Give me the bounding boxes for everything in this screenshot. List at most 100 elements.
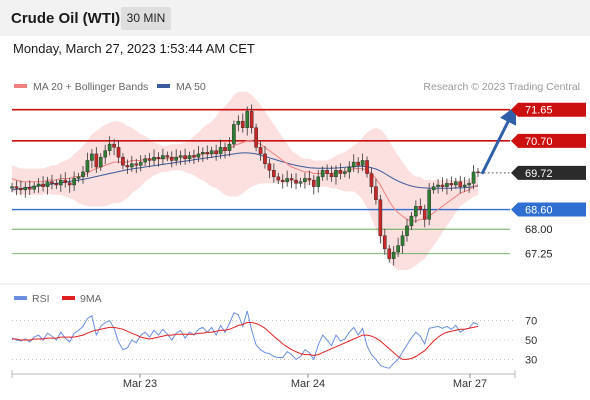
candle-body: [90, 153, 94, 161]
level-label-71-65: 71.65: [525, 105, 553, 117]
legend-swatch-ma20: [14, 84, 27, 88]
candle-body: [289, 178, 294, 181]
candle-body: [76, 176, 81, 179]
candle-body: [267, 163, 272, 171]
legend-label-ma50: MA 50: [176, 81, 206, 93]
projection-arrow: [480, 105, 517, 175]
timeframe-badge[interactable]: 30 MIN: [121, 7, 171, 30]
candle-body: [223, 147, 227, 151]
candle-body: [400, 235, 405, 246]
candle-body: [130, 163, 134, 168]
candle-body: [63, 179, 68, 183]
candle-body: [196, 153, 201, 158]
candle-body: [405, 225, 409, 236]
candle-body: [165, 155, 170, 158]
level-label-68-60-tag: [511, 202, 586, 217]
ma20-line: [11, 140, 479, 222]
candle-body: [192, 155, 196, 158]
candle-body: [334, 170, 338, 178]
candle-body: [232, 124, 236, 145]
candle-body: [183, 155, 187, 160]
candle-body: [14, 186, 19, 189]
candle-body: [209, 150, 214, 155]
candle-body: [116, 147, 121, 158]
candle-body: [285, 178, 289, 182]
candle-body: [356, 161, 360, 166]
level-label-69-72-tag: [511, 165, 586, 180]
candle-body: [254, 127, 258, 148]
x-tick-label-mar-23: Mar 23: [123, 378, 157, 390]
candle-body: [156, 156, 161, 160]
candle-body: [249, 111, 254, 128]
candle-body: [23, 187, 28, 191]
candle-body: [431, 186, 436, 191]
candle-body: [45, 181, 50, 187]
candle-body: [10, 186, 14, 189]
ma50-line: [11, 152, 479, 191]
level-label-70-70: 70.70: [525, 136, 553, 148]
candle-body: [471, 171, 476, 184]
candle-body: [36, 183, 41, 187]
candle-body: [67, 182, 72, 186]
candle-body: [27, 187, 32, 190]
legend-swatch-ma50: [157, 84, 170, 88]
candle-body: [169, 156, 174, 161]
candle-body: [303, 178, 307, 182]
candle-body: [360, 160, 365, 166]
instrument-title: Crude Oil (WTI): [11, 10, 121, 27]
level-label-69-72: 69.72: [525, 168, 553, 180]
x-tick-label-mar-27: Mar 27: [453, 378, 487, 390]
timestamp: Monday, March 27, 2023 1:53:44 AM CET: [13, 41, 255, 56]
candle-body: [187, 155, 192, 160]
candle-body: [294, 179, 298, 184]
candle-body: [174, 156, 179, 161]
candle-body: [85, 160, 90, 173]
candle-body: [351, 161, 356, 168]
candle-body: [227, 143, 232, 151]
candle-body: [50, 181, 54, 184]
candle-body: [311, 179, 316, 187]
candle-body: [320, 170, 325, 178]
candle-body: [436, 184, 440, 187]
candle-body: [138, 161, 143, 166]
candle-body: [121, 156, 125, 166]
candle-body: [125, 165, 130, 168]
candle-body: [272, 170, 276, 178]
candle-body: [343, 171, 347, 174]
candle-body: [41, 183, 45, 187]
candle-body: [449, 183, 454, 186]
candle-body: [54, 183, 59, 186]
candle-body: [236, 120, 241, 125]
candle-body: [396, 245, 400, 253]
candle-body: [316, 176, 321, 187]
candle-body: [240, 120, 245, 128]
candle-body: [427, 189, 431, 220]
candle-body: [214, 150, 218, 155]
candle-body: [409, 215, 414, 227]
rsi-tick-30: 30: [525, 354, 537, 366]
candle-body: [32, 185, 36, 190]
candle-body: [454, 181, 458, 186]
rsi-line: [11, 310, 479, 369]
level-label-68-60: 68.60: [525, 205, 553, 217]
candle-body: [391, 251, 396, 259]
candle-body: [365, 160, 369, 174]
header-bar: Crude Oil (WTI) 30 MIN: [0, 0, 590, 36]
candle-body: [422, 209, 427, 220]
candle-body: [72, 178, 76, 186]
candle-body: [418, 206, 423, 210]
candle-body: [245, 111, 250, 128]
rsi-legend-label-9ma: 9MA: [80, 293, 102, 305]
level-label-67-25: 67.25: [525, 249, 553, 261]
rsi-legend-swatch-9ma: [62, 296, 75, 300]
candle-body: [329, 173, 334, 178]
candle-body: [94, 153, 99, 168]
candle-body: [178, 155, 183, 158]
candle-body: [378, 199, 383, 236]
candle-body: [383, 235, 387, 250]
copyright-text: Research © 2023 Trading Central: [423, 81, 580, 93]
candle-body: [107, 143, 112, 151]
candle-body: [338, 170, 343, 174]
candle-body: [467, 183, 471, 186]
